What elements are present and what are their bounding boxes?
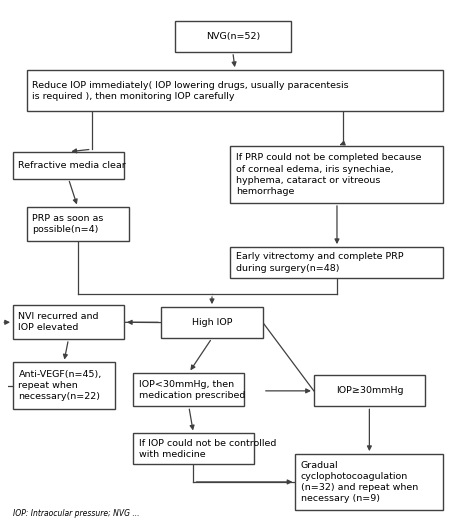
Text: IOP: Intraocular pressure; NVG ...: IOP: Intraocular pressure; NVG ... xyxy=(13,509,139,518)
FancyBboxPatch shape xyxy=(13,305,124,339)
Text: Early vitrectomy and complete PRP
during surgery(n=48): Early vitrectomy and complete PRP during… xyxy=(236,253,404,272)
FancyBboxPatch shape xyxy=(175,21,291,52)
Text: High IOP: High IOP xyxy=(191,318,232,327)
Text: Anti-VEGF(n=45),
repeat when
necessary(n=22): Anti-VEGF(n=45), repeat when necessary(n… xyxy=(18,370,102,401)
Text: Gradual
cyclophotocoagulation
(n=32) and repeat when
necessary (n=9): Gradual cyclophotocoagulation (n=32) and… xyxy=(301,461,418,503)
Text: Reduce IOP immediately( IOP lowering drugs, usually paracentesis
is required ), : Reduce IOP immediately( IOP lowering dru… xyxy=(32,81,349,101)
Text: NVG(n=52): NVG(n=52) xyxy=(206,32,260,41)
FancyBboxPatch shape xyxy=(230,247,444,278)
FancyBboxPatch shape xyxy=(295,454,444,510)
Text: NVI recurred and
IOP elevated: NVI recurred and IOP elevated xyxy=(18,312,99,332)
Text: Refractive media clear: Refractive media clear xyxy=(18,161,126,170)
FancyBboxPatch shape xyxy=(161,307,263,338)
FancyBboxPatch shape xyxy=(27,207,128,241)
FancyBboxPatch shape xyxy=(230,146,444,203)
FancyBboxPatch shape xyxy=(314,376,425,406)
Text: IOP≥30mmHg: IOP≥30mmHg xyxy=(336,386,403,395)
Text: PRP as soon as
possible(n=4): PRP as soon as possible(n=4) xyxy=(32,214,104,234)
FancyBboxPatch shape xyxy=(133,373,245,406)
Text: IOP<30mmHg, then
medication prescribed: IOP<30mmHg, then medication prescribed xyxy=(139,380,245,400)
FancyBboxPatch shape xyxy=(13,362,115,409)
FancyBboxPatch shape xyxy=(13,152,124,179)
Text: If PRP could not be completed because
of corneal edema, iris synechiae,
hyphema,: If PRP could not be completed because of… xyxy=(236,153,421,196)
FancyBboxPatch shape xyxy=(27,70,444,111)
Text: If IOP could not be controlled
with medicine: If IOP could not be controlled with medi… xyxy=(139,439,276,459)
FancyBboxPatch shape xyxy=(133,433,254,464)
